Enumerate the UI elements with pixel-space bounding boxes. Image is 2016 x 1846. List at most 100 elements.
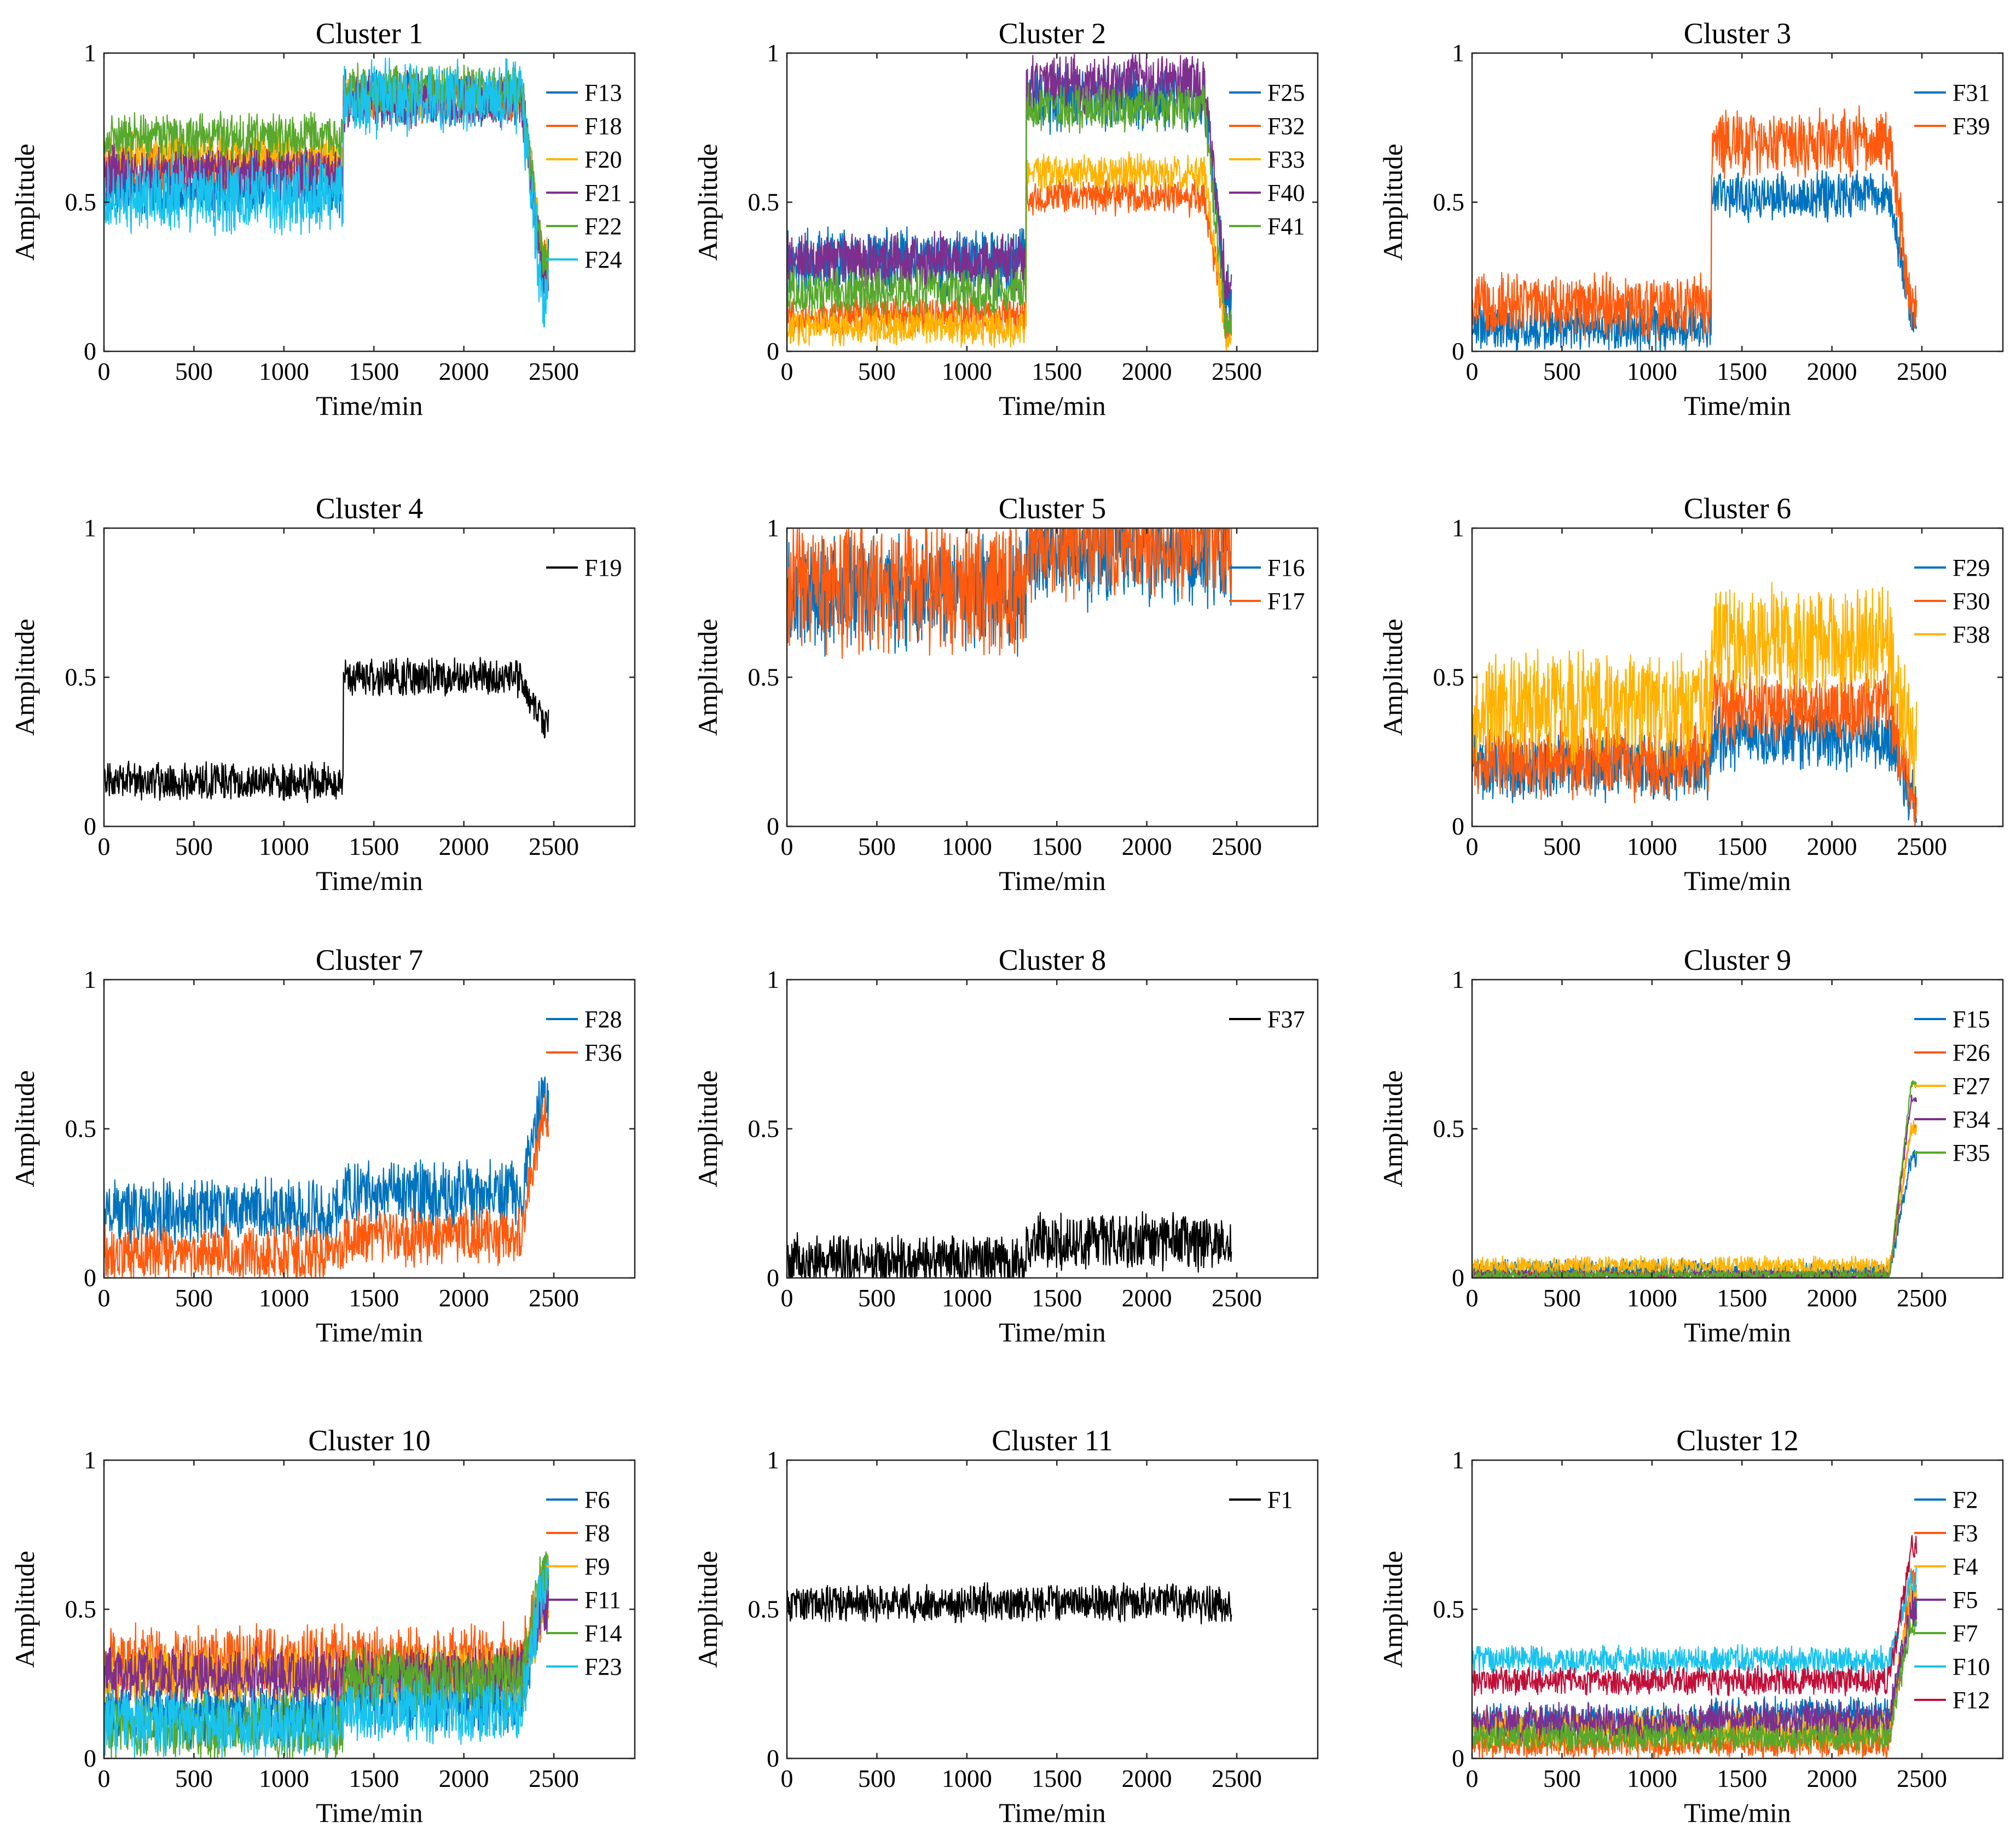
x-axis-label: Time/min — [1684, 1797, 1791, 1828]
y-tick-label: 0.5 — [1433, 1115, 1465, 1143]
x-tick-label: 1000 — [942, 1764, 992, 1792]
y-tick-label: 0.5 — [65, 663, 97, 691]
y-axis-label: Amplitude — [9, 144, 40, 261]
x-tick-label: 500 — [858, 1284, 896, 1312]
x-tick-label: 0 — [781, 357, 793, 385]
x-tick-label: 500 — [1543, 1764, 1581, 1792]
subplot-title: Cluster 9 — [1684, 944, 1792, 976]
x-tick-label: 2000 — [1807, 357, 1857, 385]
series-lines — [787, 528, 1232, 659]
series-line-f23 — [104, 1556, 549, 1758]
series-line-f33 — [787, 151, 1232, 351]
x-tick-label: 1500 — [1032, 832, 1082, 860]
x-axis-label: Time/min — [999, 390, 1105, 421]
series-lines — [104, 1076, 549, 1278]
x-axis-label: Time/min — [316, 1797, 422, 1828]
series-line-f7 — [1472, 1616, 1917, 1754]
x-tick-label: 1000 — [942, 832, 992, 860]
y-axis-label: Amplitude — [1377, 1551, 1408, 1668]
legend-label: F30 — [1953, 588, 1990, 615]
legend: F13 F18 F20 F21 F22 F24 — [546, 79, 622, 273]
legend-label: F27 — [1953, 1073, 1990, 1100]
x-tick-label: 0 — [1466, 832, 1479, 860]
subplot-title: Cluster 11 — [992, 1424, 1113, 1457]
subplot-title: Cluster 8 — [999, 944, 1107, 976]
subplot-title: Cluster 6 — [1684, 492, 1792, 525]
legend-label: F28 — [584, 1006, 622, 1033]
series-lines — [1472, 105, 1917, 351]
legend-label: F41 — [1267, 213, 1305, 240]
legend-label: F22 — [584, 213, 622, 240]
x-tick-label: 500 — [175, 832, 213, 860]
legend-label: F8 — [584, 1520, 610, 1547]
legend-label: F7 — [1953, 1620, 1978, 1647]
x-axis-label: Time/min — [999, 1797, 1105, 1828]
x-axis-label: Time/min — [1684, 390, 1791, 421]
legend-label: F16 — [1267, 554, 1305, 581]
legend-label: F13 — [584, 79, 622, 106]
y-tick-label: 1 — [767, 39, 779, 67]
y-tick-label: 0.5 — [748, 663, 780, 691]
series-line-f26 — [1472, 1124, 1917, 1278]
legend-label: F15 — [1953, 1006, 1990, 1033]
subplot-title: Cluster 10 — [308, 1424, 431, 1457]
y-tick-label: 1 — [84, 965, 96, 993]
y-tick-label: 0.5 — [748, 1115, 780, 1143]
legend-label: F4 — [1953, 1553, 1978, 1580]
legend: F25 F32 F33 F40 F41 — [1229, 79, 1305, 240]
legend-label: F1 — [1267, 1486, 1293, 1513]
x-tick-label: 500 — [1543, 832, 1581, 860]
x-axis-label: Time/min — [999, 1317, 1105, 1347]
subplot-9: 0 500 1000 1500 2000 2500 0 0.5 1 Cluster 9 Time/m… — [1377, 944, 2004, 1347]
subplot-5: 0 500 1000 1500 2000 2500 0 0.5 1 Cluster 5 Time/m… — [692, 492, 1319, 896]
series-line-f19 — [104, 657, 549, 803]
x-tick-label: 1000 — [1627, 1764, 1677, 1792]
x-tick-label: 1500 — [349, 1284, 399, 1312]
subplot-10: 0 500 1000 1500 2000 2500 0 0.5 1 Cluster 10 Time/… — [9, 1424, 636, 1828]
series-lines — [1472, 1080, 1917, 1278]
legend-label: F36 — [584, 1039, 622, 1066]
y-tick-label: 0.5 — [65, 188, 97, 216]
series-line-f31 — [1472, 170, 1917, 351]
y-axis-label: Amplitude — [9, 619, 40, 736]
x-tick-label: 500 — [175, 1284, 213, 1312]
subplot-title: Cluster 3 — [1684, 17, 1792, 50]
series-line-f10 — [1472, 1567, 1917, 1677]
series-lines — [104, 1551, 549, 1758]
x-tick-label: 2500 — [1212, 832, 1262, 860]
series-line-f30 — [1472, 664, 1917, 826]
x-tick-label: 1000 — [259, 1284, 309, 1312]
y-tick-label: 0 — [84, 1744, 96, 1772]
series-lines — [1472, 582, 1917, 826]
x-tick-label: 2000 — [1807, 832, 1857, 860]
x-tick-label: 1500 — [1032, 357, 1082, 385]
x-tick-label: 2500 — [1212, 1764, 1262, 1792]
series-line-f36 — [104, 1093, 549, 1278]
x-tick-label: 1500 — [349, 357, 399, 385]
legend-label: F29 — [1953, 554, 1990, 581]
y-tick-label: 1 — [767, 514, 779, 542]
x-tick-label: 0 — [98, 1284, 111, 1312]
legend-label: F35 — [1953, 1139, 1990, 1166]
y-tick-label: 0 — [767, 1744, 779, 1772]
series-line-f38 — [1472, 582, 1917, 794]
x-tick-label: 2000 — [1122, 832, 1172, 860]
x-tick-label: 2000 — [439, 357, 489, 385]
x-tick-label: 500 — [1543, 1284, 1581, 1312]
y-tick-label: 0.5 — [748, 188, 780, 216]
subplot-6: 0 500 1000 1500 2000 2500 0 0.5 1 Cluster 6 Time/m… — [1377, 492, 2004, 896]
x-tick-label: 500 — [175, 1764, 213, 1792]
legend-label: F32 — [1267, 113, 1305, 140]
y-tick-label: 1 — [1452, 39, 1464, 67]
x-tick-label: 2000 — [1122, 1764, 1172, 1792]
series-lines — [104, 657, 549, 803]
y-tick-label: 1 — [1452, 965, 1464, 993]
legend-label: F37 — [1267, 1006, 1305, 1033]
series-lines — [787, 53, 1232, 351]
x-axis-label: Time/min — [1684, 865, 1791, 896]
x-tick-label: 0 — [98, 1764, 111, 1792]
x-tick-label: 1000 — [259, 1764, 309, 1792]
x-tick-label: 0 — [1466, 357, 1479, 385]
legend-label: F23 — [584, 1653, 622, 1680]
